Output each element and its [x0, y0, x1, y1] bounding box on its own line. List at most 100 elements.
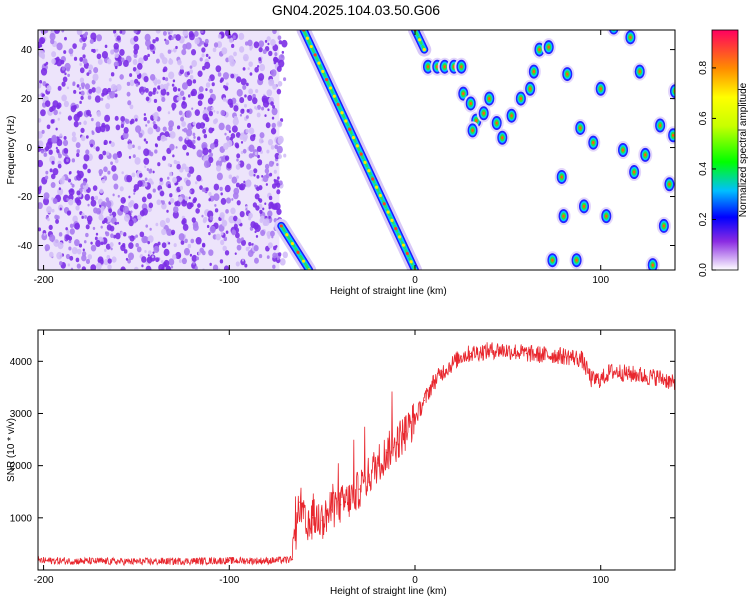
noise-speckle	[63, 50, 67, 54]
noise-speckle	[72, 81, 76, 86]
noise-speckle	[245, 205, 248, 209]
streak-peak	[371, 177, 375, 181]
noise-speckle	[283, 77, 287, 82]
noise-speckle	[255, 107, 258, 111]
snr-point	[340, 504, 342, 506]
noise-speckle	[159, 84, 165, 90]
noise-speckle	[58, 232, 63, 237]
noise-speckle	[205, 53, 209, 58]
noise-speckle	[95, 86, 102, 94]
streak-peak	[359, 152, 363, 156]
figure-title: GN04.2025.104.03.50.G06	[272, 2, 440, 18]
snr-point	[395, 441, 398, 443]
noise-speckle	[161, 96, 166, 103]
noise-speckle	[257, 159, 263, 166]
noise-speckle	[146, 167, 150, 172]
x-tick-label: -100	[219, 275, 239, 286]
noise-speckle	[253, 168, 258, 174]
noise-speckle	[238, 161, 241, 165]
noise-speckle	[84, 83, 91, 90]
noise-speckle	[66, 230, 70, 235]
noise-speckle	[222, 72, 229, 80]
noise-speckle	[128, 201, 133, 208]
blob-peak	[495, 121, 498, 125]
noise-speckle	[194, 266, 198, 270]
noise-speckle	[223, 265, 230, 270]
noise-speckle	[38, 131, 43, 139]
noise-speckle	[103, 217, 108, 224]
noise-speckle	[66, 86, 70, 90]
noise-speckle	[129, 79, 135, 87]
noise-speckle	[168, 171, 173, 177]
snr-point	[432, 381, 435, 383]
noise-speckle	[84, 193, 91, 201]
noise-speckle	[125, 118, 130, 124]
noise-speckle	[69, 228, 75, 235]
noise-speckle	[249, 134, 256, 142]
noise-speckle	[52, 100, 59, 108]
noise-speckle	[57, 85, 62, 91]
noise-speckle	[194, 37, 200, 45]
noise-speckle	[194, 181, 198, 185]
noise-speckle	[68, 194, 74, 201]
noise-speckle	[235, 73, 239, 77]
noise-speckle	[94, 236, 98, 241]
noise-speckle	[68, 236, 73, 241]
noise-speckle	[74, 239, 80, 247]
noise-speckle	[91, 130, 94, 133]
noise-speckle	[257, 73, 265, 81]
noise-speckle	[92, 73, 99, 81]
noise-speckle	[53, 109, 58, 116]
noise-speckle	[152, 39, 156, 44]
y-axis-label: Frequency (Hz)	[6, 116, 17, 185]
noise-speckle	[96, 34, 102, 42]
noise-speckle	[204, 38, 209, 44]
noise-speckle	[99, 125, 106, 133]
noise-speckle	[202, 218, 207, 224]
noise-speckle	[239, 113, 243, 117]
y-tick-label: 3000	[10, 409, 33, 420]
noise-speckle	[76, 170, 80, 175]
noise-speckle	[191, 88, 198, 97]
noise-speckle	[198, 86, 204, 93]
noise-speckle	[205, 88, 208, 92]
noise-speckle	[216, 165, 222, 172]
noise-speckle	[95, 121, 101, 128]
noise-speckle	[248, 246, 251, 249]
noise-speckle	[189, 202, 194, 208]
noise-speckle	[45, 100, 51, 107]
noise-speckle	[138, 57, 144, 65]
noise-speckle	[191, 59, 197, 67]
noise-speckle	[242, 108, 245, 112]
noise-speckle	[168, 58, 174, 65]
noise-speckle	[79, 62, 83, 66]
colorbar-tick-label: 0.0	[698, 263, 709, 277]
noise-speckle	[90, 196, 95, 201]
noise-speckle	[79, 56, 84, 62]
noise-speckle	[152, 121, 156, 125]
noise-speckle	[182, 144, 187, 151]
blob-peak	[471, 128, 474, 133]
noise-speckle	[208, 192, 212, 197]
streak-peak	[394, 227, 398, 231]
noise-speckle	[98, 153, 104, 160]
noise-speckle	[132, 66, 137, 72]
noise-speckle	[249, 47, 253, 51]
streak-core	[280, 224, 311, 270]
noise-speckle	[127, 100, 132, 106]
noise-speckle	[113, 42, 119, 50]
noise-speckle	[173, 243, 177, 248]
noise-speckle	[146, 46, 150, 50]
noise-speckle	[110, 233, 114, 239]
streak-peak	[305, 36, 310, 40]
noise-speckle	[204, 61, 211, 70]
noise-speckle	[144, 249, 147, 253]
noise-speckle	[89, 114, 92, 118]
blob-peak	[482, 111, 485, 115]
x-axis-label: Height of straight line (km)	[330, 286, 447, 297]
noise-speckle	[40, 37, 46, 44]
noise-speckle	[266, 36, 271, 42]
noise-speckle	[220, 239, 225, 246]
noise-speckle	[208, 232, 211, 236]
noise-speckle	[276, 65, 282, 72]
